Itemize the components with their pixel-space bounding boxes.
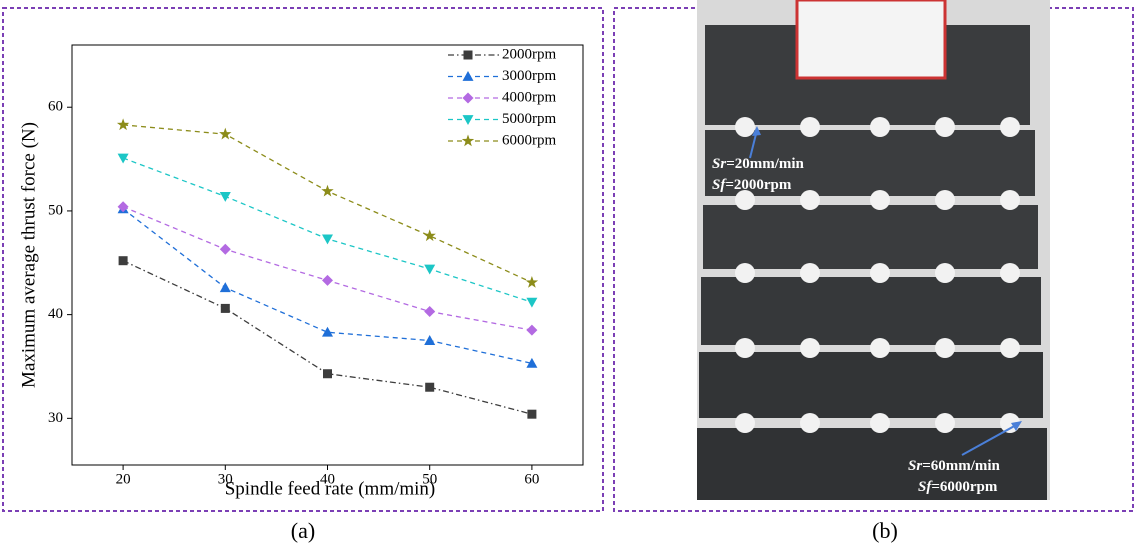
marker — [221, 304, 230, 313]
y-axis-label: Maximum average thrust force (N) — [18, 122, 39, 388]
panel-label: (b) — [872, 518, 898, 543]
x-tick-label: 20 — [116, 471, 131, 487]
annotation: Sr=60mm/min — [908, 458, 1001, 474]
specimen — [699, 352, 1043, 418]
annotation-text: =20mm/min — [726, 156, 804, 172]
specimen — [703, 205, 1038, 269]
specimen-photo: Sr=20mm/min Sf=2000rpm Sr=60mm/min Sf=60… — [697, 0, 1050, 500]
legend-marker — [463, 71, 474, 81]
legend-label: 5000rpm — [502, 111, 556, 127]
y-tick-label: 40 — [48, 306, 63, 322]
annotation-var: Sr — [712, 156, 726, 172]
marker — [424, 335, 435, 345]
legend-label: 3000rpm — [502, 68, 556, 84]
legend-marker — [463, 93, 474, 104]
x-tick-label: 30 — [218, 471, 233, 487]
y-tick-label: 60 — [48, 99, 63, 115]
panel-label: (a) — [291, 518, 315, 543]
y-tick-label: 30 — [48, 410, 63, 426]
marker — [321, 185, 333, 197]
legend-marker — [462, 135, 474, 147]
marker — [424, 306, 435, 317]
x-tick-label: 60 — [524, 471, 539, 487]
marker — [220, 282, 231, 292]
marker — [219, 128, 231, 140]
legend-label: 2000rpm — [502, 46, 556, 62]
marker — [323, 369, 332, 378]
marker — [424, 229, 436, 241]
series-line — [123, 207, 532, 330]
marker — [322, 235, 333, 245]
marker — [526, 276, 538, 288]
annotation-var: Sr — [908, 458, 922, 474]
marker — [119, 256, 128, 265]
annotation: Sf=6000rpm — [918, 479, 998, 495]
marker — [424, 265, 435, 275]
marker — [220, 244, 231, 255]
plot-frame — [72, 45, 583, 465]
legend-marker — [463, 115, 474, 125]
series-line — [123, 125, 532, 283]
legend-label: 4000rpm — [502, 89, 556, 105]
marker — [322, 327, 333, 337]
marker — [425, 383, 434, 392]
annotation-text: =60mm/min — [922, 458, 1000, 474]
x-tick-label: 40 — [320, 471, 335, 487]
annotation-text: =2000rpm — [725, 177, 792, 193]
marker — [220, 192, 231, 202]
marker — [527, 410, 536, 419]
label-paper — [797, 0, 945, 78]
annotation-text: =6000rpm — [931, 479, 998, 495]
annotation: Sf=2000rpm — [712, 177, 792, 193]
marker — [322, 275, 333, 286]
figure: Sr=20mm/min Sf=2000rpm Sr=60mm/min Sf=60… — [0, 0, 1137, 549]
legend-marker — [464, 51, 473, 60]
marker — [118, 154, 129, 164]
marker — [526, 298, 537, 308]
legend-label: 6000rpm — [502, 132, 556, 148]
annotation: Sr=20mm/min — [712, 156, 805, 172]
y-tick-label: 50 — [48, 202, 63, 218]
marker — [526, 325, 537, 336]
x-tick-label: 50 — [422, 471, 437, 487]
marker — [117, 118, 129, 130]
specimen — [701, 277, 1041, 345]
